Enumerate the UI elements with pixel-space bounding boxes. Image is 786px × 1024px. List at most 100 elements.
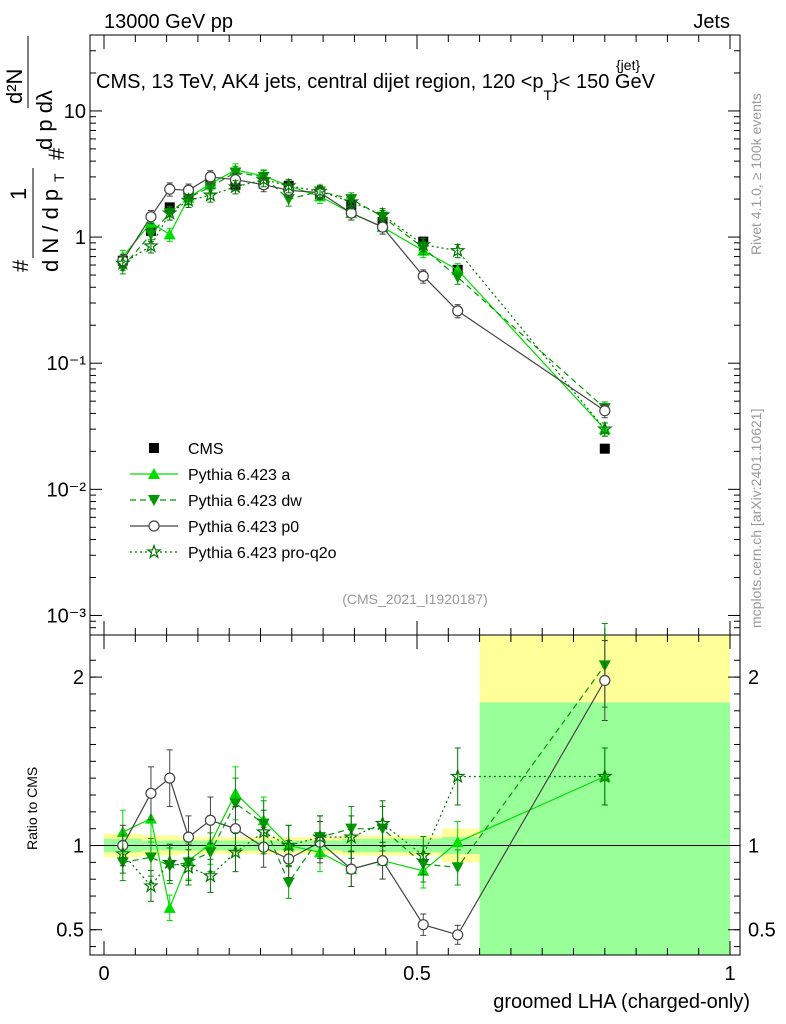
ratio-point xyxy=(452,929,464,941)
main-series-4 xyxy=(114,171,613,437)
ratio-point xyxy=(182,831,195,843)
main-point xyxy=(143,237,159,253)
header-left: 13000 GeV pp xyxy=(104,11,233,33)
main-point xyxy=(374,206,391,222)
main-y-tick-label: 10⁻² xyxy=(47,479,87,501)
main-point xyxy=(161,204,178,220)
ratio-point xyxy=(312,828,328,844)
legend-marker xyxy=(146,543,162,559)
ratio-point xyxy=(280,837,297,853)
main-y-ticks: 10⁻³ 10⁻² 10⁻¹ 1 10 xyxy=(47,34,740,636)
ratio-point xyxy=(449,768,466,784)
legend-label: Pythia 6.423 p0 xyxy=(188,519,299,536)
x-tick-label: 0.5 xyxy=(403,963,431,985)
main-point xyxy=(452,305,464,317)
main-series-line xyxy=(122,171,606,409)
main-point xyxy=(417,270,429,282)
ratio-series-line xyxy=(122,680,606,936)
legend-label: Pythia 6.423 a xyxy=(188,467,290,484)
x-tick-label: 0 xyxy=(98,963,109,985)
main-point xyxy=(180,192,197,208)
ratio-y-tick-label-right: 0.5 xyxy=(748,920,776,942)
ratio-point xyxy=(596,768,613,784)
legend: CMS Pythia 6.423 a Pythia 6.423 dw Pythia 6… xyxy=(130,441,337,562)
ratio-point xyxy=(180,859,197,875)
watermark: (CMS_2021_I1920187) xyxy=(342,591,488,607)
ratio-point xyxy=(161,854,178,870)
x-axis-label: groomed LHA (charged-only) xyxy=(493,991,750,1013)
ratio-point xyxy=(451,836,464,848)
y-label-hash-left: # xyxy=(8,259,33,272)
legend-marker xyxy=(149,443,159,453)
y-label-sub-t: T xyxy=(51,173,67,182)
main-series-0 xyxy=(117,178,610,454)
ratio-point xyxy=(374,815,391,831)
ratio-point xyxy=(282,877,295,889)
y-label-dn-dpt: d N / d p xyxy=(38,189,63,272)
main-point xyxy=(227,178,244,194)
main-point xyxy=(599,405,611,417)
header-right: Jets xyxy=(693,11,730,33)
ratio-plot-series xyxy=(114,622,613,945)
ratio-y-tick-label-left: 1 xyxy=(73,836,84,858)
main-point xyxy=(596,420,613,436)
side-label-mcplots: mcplots.cern.ch [arXiv:2401.10621] xyxy=(748,409,764,628)
main-point xyxy=(255,171,272,187)
legend-label: Pythia 6.423 dw xyxy=(188,493,302,510)
ratio-uncertainty-bands xyxy=(90,635,740,955)
main-point xyxy=(449,242,466,258)
ratio-point xyxy=(229,823,242,835)
legend-marker xyxy=(148,520,160,532)
main-point xyxy=(202,186,219,202)
ratio-point xyxy=(343,828,360,844)
main-y-tick-label: 1 xyxy=(75,227,86,249)
main-point xyxy=(451,263,464,275)
ratio-y-tick-label-left: 2 xyxy=(73,667,84,689)
main-series-2 xyxy=(116,165,611,416)
y-label-one: 1 xyxy=(6,188,31,200)
plot-title-tail: }< 150 GeV xyxy=(552,71,656,93)
ratio-y-ticks: 0.5 0.5 1 1 2 2 xyxy=(56,659,776,948)
plot-title-superscript: {jet} xyxy=(616,57,640,73)
main-point xyxy=(163,228,176,240)
plot-title: CMS, 13 TeV, AK4 jets, central dijet reg… xyxy=(96,71,656,103)
ratio-point xyxy=(415,847,432,863)
main-series-line xyxy=(122,179,606,430)
main-y-tick-label: 10⁻¹ xyxy=(47,353,87,375)
x-ticks: 0 0.5 1 xyxy=(98,35,736,985)
ratio-point xyxy=(451,862,464,874)
ratio-point xyxy=(345,863,357,875)
main-point xyxy=(145,211,157,223)
y-axis-label-ratio: Ratio to CMS xyxy=(24,767,40,850)
main-point xyxy=(599,443,610,454)
ratio-y-tick-label-right: 2 xyxy=(748,667,759,689)
side-label-rivet: Rivet 4.1.0, ≥ 100k events xyxy=(748,93,764,255)
ratio-y-tick-label-right: 1 xyxy=(748,836,759,858)
main-series-line xyxy=(122,169,606,430)
main-series-line xyxy=(122,176,606,412)
ratio-series-line xyxy=(122,775,606,910)
legend-marker xyxy=(148,468,160,479)
ratio-point xyxy=(599,674,611,687)
ratio-point xyxy=(145,787,157,799)
legend-label: Pythia 6.423 pro-q2o xyxy=(188,545,337,562)
main-point xyxy=(415,236,432,252)
ratio-point xyxy=(204,814,217,826)
ratio-series-4 xyxy=(114,747,613,902)
main-y-tick-label: 10 xyxy=(64,101,86,123)
ratio-point xyxy=(114,845,131,861)
x-tick-label: 1 xyxy=(724,963,735,985)
main-point xyxy=(280,177,297,193)
main-point xyxy=(343,193,360,209)
ratio-point xyxy=(202,867,219,883)
main-point xyxy=(164,183,176,195)
ratio-point xyxy=(164,772,176,784)
plot-title-main: CMS, 13 TeV, AK4 jets, central dijet reg… xyxy=(96,71,544,93)
ratio-point xyxy=(204,847,217,859)
ratio-point xyxy=(376,855,389,867)
ratio-point xyxy=(143,877,159,893)
y-axis-label-main: # 1 d N / d p T # d²N d p dλ xyxy=(2,36,69,272)
main-point xyxy=(376,221,389,233)
ratio-point xyxy=(417,919,429,931)
